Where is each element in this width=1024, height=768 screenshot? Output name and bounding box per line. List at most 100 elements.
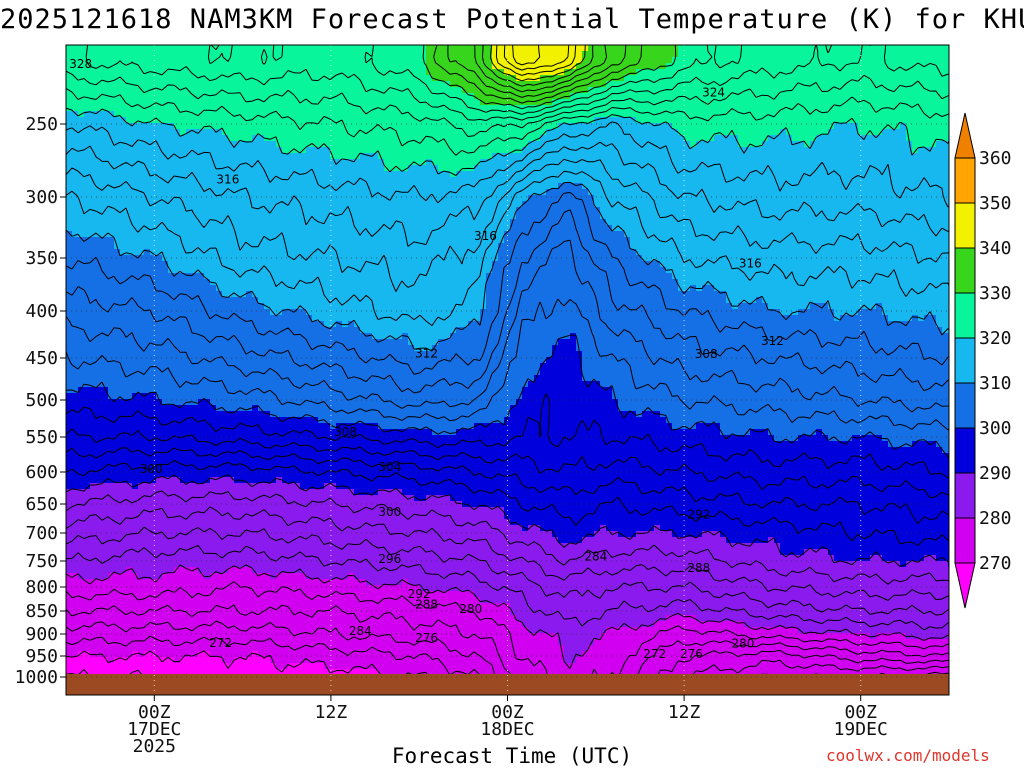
fill-cell (240, 237, 247, 244)
fill-cell (714, 207, 721, 214)
fill-cell (876, 153, 883, 160)
fill-cell (720, 195, 727, 202)
fill-cell (756, 207, 763, 214)
fill-cell (834, 165, 841, 172)
fill-cell (876, 123, 883, 130)
fill-cell (252, 75, 259, 82)
fill-cell (750, 237, 757, 244)
fill-cell (228, 177, 235, 184)
fill-cell (156, 225, 163, 232)
fill-cell (342, 237, 349, 244)
fill-cell (228, 189, 235, 196)
fill-cell (444, 219, 451, 226)
fill-cell (378, 243, 385, 250)
fill-cell (306, 165, 313, 172)
fill-cell (492, 177, 499, 184)
fill-cell (732, 117, 739, 124)
fill-cell (570, 201, 577, 208)
fill-cell (372, 111, 379, 118)
fill-cell (558, 219, 565, 226)
fill-cell (234, 117, 241, 124)
fill-cell (744, 159, 751, 166)
fill-cell (618, 159, 625, 166)
fill-cell (762, 51, 769, 58)
fill-cell (678, 129, 685, 136)
fill-cell (834, 171, 841, 178)
fill-cell (888, 69, 895, 76)
fill-cell (762, 69, 769, 76)
fill-cell (384, 189, 391, 196)
fill-cell (852, 111, 859, 118)
fill-cell (228, 183, 235, 190)
fill-cell (186, 243, 193, 250)
fill-cell (168, 183, 175, 190)
fill-cell (882, 63, 889, 70)
fill-cell (510, 225, 517, 232)
fill-cell (180, 81, 187, 88)
fill-cell (936, 111, 943, 118)
fill-cell (744, 123, 751, 130)
fill-cell (600, 81, 607, 88)
fill-cell (414, 207, 421, 214)
fill-cell (810, 111, 817, 118)
fill-cell (894, 57, 901, 64)
fill-cell (318, 51, 325, 58)
fill-cell (204, 141, 211, 148)
fill-cell (522, 207, 529, 214)
fill-cell (378, 51, 385, 58)
fill-cell (852, 135, 859, 142)
fill-cell (306, 123, 313, 130)
fill-cell (78, 141, 85, 148)
fill-cell (318, 159, 325, 166)
fill-cell (792, 123, 799, 130)
fill-cell (852, 237, 859, 244)
fill-cell (438, 57, 445, 64)
fill-cell (312, 219, 319, 226)
fill-cell (228, 99, 235, 106)
fill-cell (90, 219, 97, 226)
fill-cell (72, 243, 79, 250)
fill-cell (288, 63, 295, 70)
fill-cell (96, 231, 103, 238)
fill-cell (870, 45, 877, 52)
fill-cell (876, 141, 883, 148)
fill-cell (558, 129, 565, 136)
fill-cell (516, 159, 523, 166)
fill-cell (210, 117, 217, 124)
fill-cell (90, 195, 97, 202)
fill-cell (174, 183, 181, 190)
fill-cell (546, 219, 553, 226)
fill-cell (390, 129, 397, 136)
fill-cell (798, 237, 805, 244)
fill-cell (408, 45, 415, 52)
fill-cell (114, 231, 121, 238)
fill-cell (282, 195, 289, 202)
fill-cell (846, 81, 853, 88)
fill-cell (582, 243, 589, 250)
fill-cell (414, 57, 421, 64)
fill-cell (648, 147, 655, 154)
fill-cell (840, 171, 847, 178)
fill-cell (330, 213, 337, 220)
fill-cell (246, 93, 253, 100)
fill-cell (426, 219, 433, 226)
fill-cell (498, 129, 505, 136)
fill-cell (540, 51, 547, 58)
fill-cell (744, 231, 751, 238)
fill-cell (354, 99, 361, 106)
fill-cell (750, 207, 757, 214)
fill-cell (108, 225, 115, 232)
fill-cell (768, 87, 775, 94)
fill-cell (186, 99, 193, 106)
fill-cell (378, 57, 385, 64)
fill-cell (876, 129, 883, 136)
fill-cell (546, 231, 553, 238)
fill-cell (870, 177, 877, 184)
fill-cell (846, 159, 853, 166)
fill-cell (258, 171, 265, 178)
fill-cell (504, 171, 511, 178)
fill-cell (402, 135, 409, 142)
fill-cell (126, 105, 133, 112)
fill-cell (228, 201, 235, 208)
fill-cell (204, 201, 211, 208)
